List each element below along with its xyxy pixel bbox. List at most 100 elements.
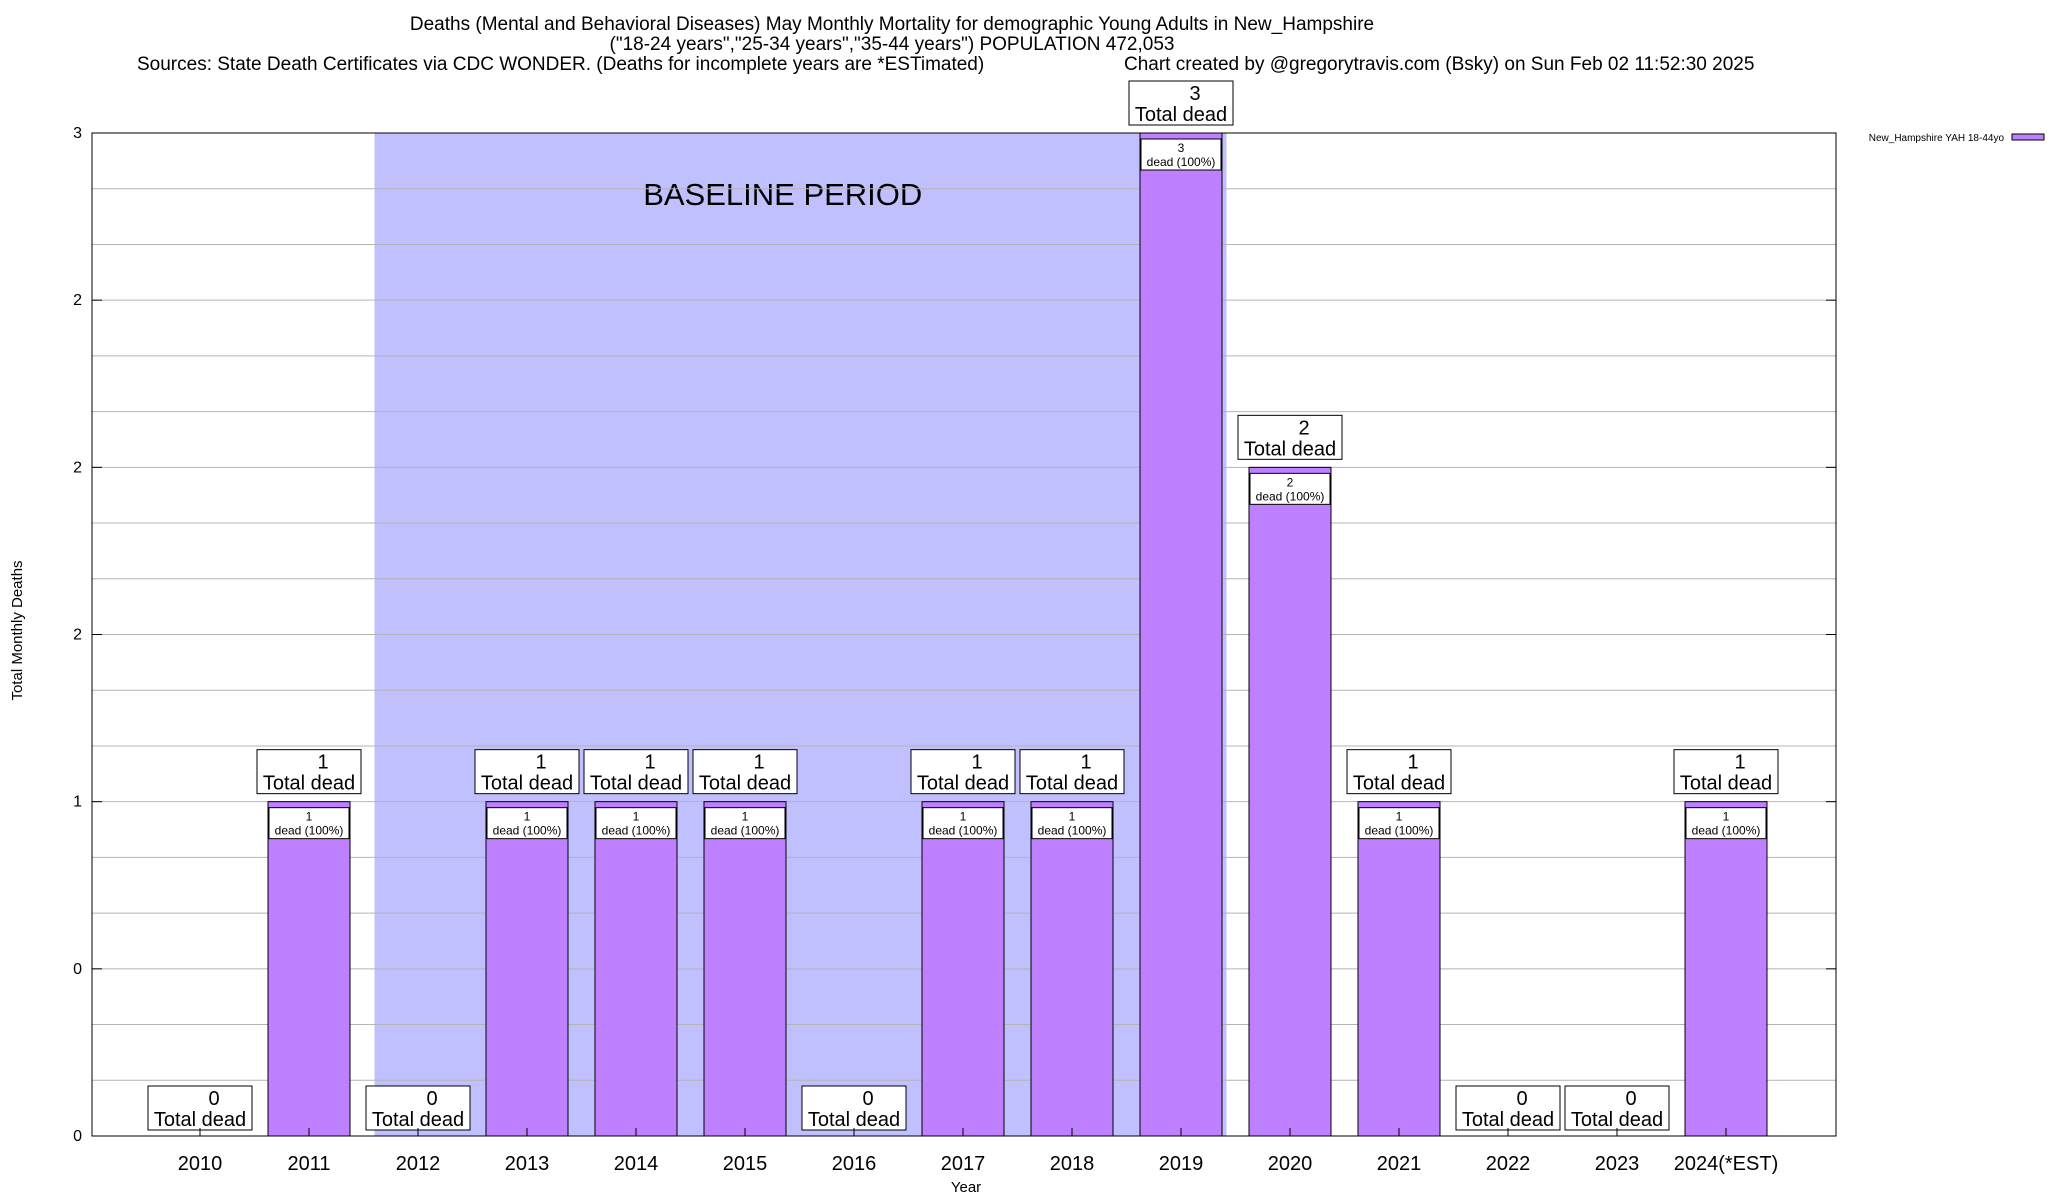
x-tick-label: 2018 [1050,1153,1095,1175]
baseline-label: BASELINE PERIOD [643,177,922,212]
x-axis-label: Year [951,1179,981,1196]
bar-total-value: 3 [1189,83,1200,105]
x-tick-label: 2013 [505,1153,550,1175]
bar-inner-label-box [704,807,786,840]
bar-total-value: 1 [1734,752,1745,774]
bar-total-value: 1 [753,752,764,774]
bar-total-value: 1 [535,752,546,774]
bar-total-label-box [801,1085,907,1131]
x-tick-label: 2015 [723,1153,768,1175]
bar-total-label: Total dead [590,773,682,795]
title-line-1: Deaths (Mental and Behavioral Diseases) … [409,14,1375,35]
bar-total-label-box [474,749,580,795]
bar-inner-label: dead (100%) [1038,824,1107,838]
bar-inner-label: dead (100%) [493,824,562,838]
bar-total-label-box [692,749,798,795]
bar-inner-value: 1 [1723,810,1730,824]
x-tick-label: 2019 [1159,1153,1204,1175]
bar-inner-value: 1 [1396,810,1403,824]
y-tick-label: 1 [73,794,82,811]
bar-total-label: Total dead [699,773,791,795]
x-tick-label: 2010 [178,1153,223,1175]
bar-total-label: Total dead [372,1109,464,1131]
y-tick-label: 2 [73,292,82,309]
bar-total-label: Total dead [1244,438,1336,460]
bar-total-label-box [147,1085,253,1131]
bar-inner-label-box [922,807,1004,840]
bar-total-value: 1 [1080,752,1091,774]
x-tick-label: 2023 [1595,1153,1640,1175]
bar [921,801,1005,1137]
bar [485,801,569,1137]
y-tick-label: 3 [73,125,82,142]
x-tick-label: 2012 [396,1153,441,1175]
bar-total-value: 0 [208,1088,219,1110]
bar [1248,466,1332,1137]
bar-total-label: Total dead [263,773,355,795]
bar-total-label: Total dead [154,1109,246,1131]
bar-inner-value: 1 [960,810,967,824]
bar-total-label: Total dead [1135,104,1227,126]
bar [594,801,678,1137]
bar [267,801,351,1137]
y-tick-label: 0 [73,961,82,978]
bar-total-label: Total dead [1026,773,1118,795]
y-axis-label: Total Monthly Deaths [9,560,26,700]
bar-inner-label: dead (100%) [1256,489,1325,503]
bar-total-value: 0 [1625,1088,1636,1110]
bar-total-value: 0 [862,1088,873,1110]
bar-total-value: 1 [1407,752,1418,774]
bar-total-value: 1 [317,752,328,774]
bar-total-value: 1 [971,752,982,774]
bar [1030,801,1114,1137]
legend-swatch [2011,133,2045,141]
x-tick-label: 2020 [1268,1153,1313,1175]
y-tick-label: 2 [73,459,82,476]
x-tick-label: 2017 [941,1153,986,1175]
y-tick-label: 2 [73,627,82,644]
bar [703,801,787,1137]
bar-inner-value: 1 [742,810,749,824]
legend-entry-label: New_Hampshire YAH 18-44yo [1869,133,2005,144]
bar-total-label-box [1455,1085,1561,1131]
bar-inner-label: dead (100%) [1692,824,1761,838]
bar-total-label-box [1128,80,1234,126]
bar-total-label: Total dead [808,1109,900,1131]
bar-inner-label: dead (100%) [275,824,344,838]
bar-total-label: Total dead [917,773,1009,795]
bar-inner-label: dead (100%) [711,824,780,838]
bar-total-label: Total dead [481,773,573,795]
bar-inner-label-box [486,807,568,840]
bar-inner-value: 2 [1287,475,1294,489]
bar-inner-label-box [1685,807,1767,840]
title-line-2: ("18-24 years","25-34 years","35-44 year… [609,34,1175,55]
bar-inner-label: dead (100%) [602,824,671,838]
bar-inner-label-box [1031,807,1113,840]
bar-total-label-box [583,749,689,795]
bar-inner-label-box [268,807,350,840]
bar-total-label: Total dead [1462,1109,1554,1131]
bar-total-label-box [365,1085,471,1131]
bar-total-label: Total dead [1571,1109,1663,1131]
bar-inner-value: 1 [524,810,531,824]
bar-inner-value: 1 [633,810,640,824]
x-tick-label: 2011 [287,1153,330,1175]
bar-total-value: 0 [1516,1088,1527,1110]
bar-total-label: Total dead [1353,773,1445,795]
bar-inner-label-box [595,807,677,840]
credit-text: Chart created by @gregorytravis.com (Bsk… [1124,54,1755,75]
bar [1139,132,1223,1137]
x-tick-label: 2024(*EST) [1674,1153,1779,1175]
y-tick-label: 0 [73,1128,82,1145]
bar-total-label-box [1673,749,1779,795]
plot-frame [91,132,1837,1137]
x-tick-label: 2014 [614,1153,659,1175]
bar-total-label-box [1346,749,1452,795]
x-tick-label: 2021 [1377,1153,1422,1175]
sources-text: Sources: State Death Certificates via CD… [137,54,985,75]
bar-inner-value: 1 [306,810,313,824]
bar-total-label-box [1237,414,1343,460]
bar-total-label-box [256,749,362,795]
bar-total-label-box [910,749,1016,795]
